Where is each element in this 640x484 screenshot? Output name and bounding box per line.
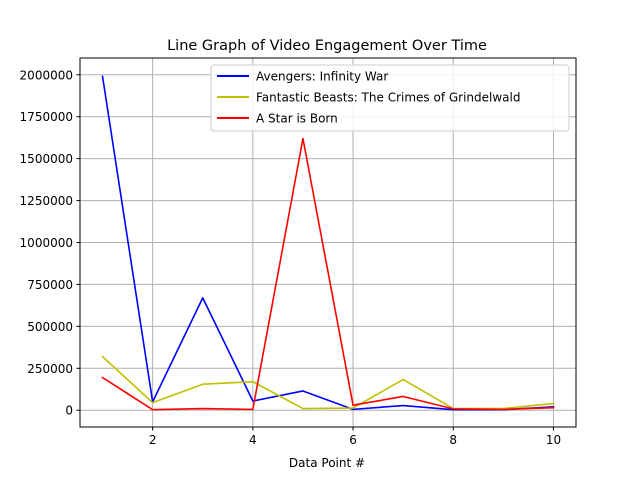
x-tick-label: 8 <box>449 433 457 447</box>
y-tick-label: 750000 <box>27 278 73 292</box>
y-tick-label: 0 <box>65 404 73 418</box>
axis-ticks: 2 4 6 8 10 0 250000 500000 750000 1000000 1250000 1… <box>20 68 562 447</box>
y-tick-label: 1000000 <box>20 236 73 250</box>
y-tick-label: 1750000 <box>20 110 73 124</box>
chart-title: Line Graph of Video Engagement Over Time <box>167 38 487 54</box>
x-tick-label: 4 <box>249 433 257 447</box>
y-tick-label: 1500000 <box>20 152 73 166</box>
x-axis-label: Data Point # <box>289 456 365 470</box>
x-tick-label: 2 <box>149 433 157 447</box>
y-tick-label: 2000000 <box>20 68 73 82</box>
legend-label-fantastic-beasts: Fantastic Beasts: The Crimes of Grindelw… <box>256 91 520 105</box>
series-lines <box>101 75 555 411</box>
y-tick-label: 1250000 <box>20 194 73 208</box>
series-line-a-star-is-born <box>101 137 555 411</box>
legend-box <box>210 64 570 132</box>
legend-label-avengers: Avengers: Infinity War <box>256 70 388 84</box>
legend: Avengers: Infinity War Fantastic Beasts:… <box>210 64 570 132</box>
y-tick-label: 250000 <box>27 362 73 376</box>
y-tick-label: 500000 <box>27 320 73 334</box>
legend-label-a-star-is-born: A Star is Born <box>256 112 338 126</box>
x-tick-label: 6 <box>349 433 357 447</box>
x-tick-label: 10 <box>546 433 561 447</box>
